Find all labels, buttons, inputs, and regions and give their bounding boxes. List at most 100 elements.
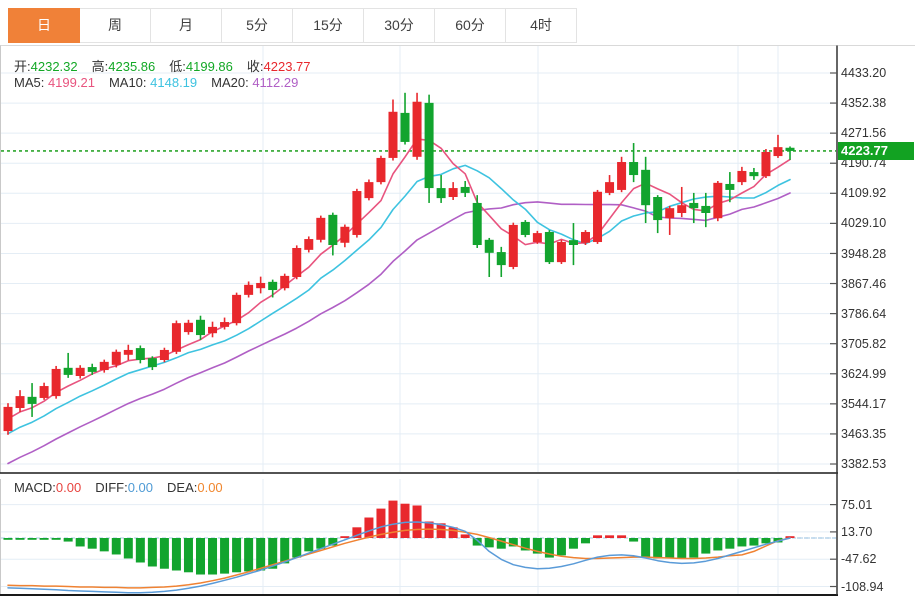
macd-hist-bar bbox=[641, 538, 651, 558]
price-axis-label: 4352.38 bbox=[841, 96, 887, 111]
macd-hist-bar bbox=[364, 517, 374, 538]
macd-hist-bar bbox=[388, 500, 398, 538]
tab-15min[interactable]: 15分 bbox=[293, 8, 364, 43]
candle-body bbox=[544, 231, 554, 263]
macd-hist-bar bbox=[629, 538, 639, 542]
candle-body bbox=[749, 172, 759, 177]
candle-body bbox=[376, 157, 386, 183]
tab-30min[interactable]: 30分 bbox=[364, 8, 435, 43]
candle-body bbox=[617, 162, 627, 190]
macd-hist-bar bbox=[593, 535, 603, 538]
macd-hist-bar bbox=[220, 538, 230, 574]
macd-hist-bar bbox=[520, 538, 530, 551]
candle-body bbox=[135, 348, 145, 361]
candle-body bbox=[520, 221, 530, 235]
macd-hist-bar bbox=[51, 538, 61, 540]
price-axis-label: 4029.10 bbox=[841, 216, 887, 231]
candle-body bbox=[364, 182, 374, 199]
info_bar-item: 高:4235.86 bbox=[92, 59, 156, 74]
candle-body bbox=[472, 202, 482, 246]
macd-hist-bar bbox=[316, 538, 326, 549]
tab-week[interactable]: 周 bbox=[80, 8, 151, 43]
macd_bar-item: DIFF:0.00 bbox=[95, 480, 153, 495]
candle-body bbox=[75, 367, 85, 377]
candle-body bbox=[508, 224, 518, 267]
macd-hist-bar bbox=[376, 508, 386, 538]
macd-hist-bar bbox=[484, 538, 494, 548]
price-axis-label: 3705.82 bbox=[841, 336, 887, 351]
macd-hist-bar bbox=[183, 538, 193, 573]
candle-body bbox=[568, 240, 578, 246]
candle-body bbox=[280, 275, 290, 289]
info_bar-item: 开:4232.32 bbox=[14, 59, 78, 74]
candle-body bbox=[388, 111, 398, 158]
ma5-line bbox=[7, 138, 791, 420]
macd-hist-bar bbox=[268, 538, 278, 569]
info_bar-value: 4199.86 bbox=[185, 59, 233, 74]
info_bar-label: 开: bbox=[14, 59, 31, 74]
price-axis-label: 3463.35 bbox=[841, 426, 887, 441]
macd_bar-label: MACD: bbox=[14, 480, 56, 495]
candle-body bbox=[713, 182, 723, 219]
candle-body bbox=[448, 188, 458, 197]
info_bar-label: 收: bbox=[246, 59, 264, 74]
macd-hist-bar bbox=[232, 538, 242, 573]
tab-5min[interactable]: 5分 bbox=[222, 8, 293, 43]
candle-body bbox=[304, 239, 314, 250]
ohlc-info-bar: 开:4232.32 高:4235.86 低:4199.86 收:4223.77 bbox=[14, 56, 325, 75]
info_bar-value: 4232.32 bbox=[30, 59, 78, 74]
candle-body bbox=[532, 233, 542, 243]
candle-body bbox=[159, 349, 169, 361]
macd-hist-bar bbox=[568, 538, 578, 549]
candle-body bbox=[677, 205, 687, 214]
macd-hist-bar bbox=[460, 534, 470, 538]
macd-hist-bar bbox=[111, 538, 121, 555]
tab-month[interactable]: 月 bbox=[151, 8, 222, 43]
candle-body bbox=[785, 147, 795, 151]
ma20-line bbox=[7, 192, 791, 465]
candle-body bbox=[147, 358, 157, 368]
macd-axis-label: -47.62 bbox=[841, 552, 877, 567]
macd-hist-bar bbox=[147, 538, 157, 567]
price-axis-label: 4433.20 bbox=[841, 66, 887, 80]
macd-hist-bar bbox=[87, 538, 97, 549]
candle-body bbox=[51, 368, 61, 397]
candle-body bbox=[63, 367, 73, 375]
macd-hist-bar bbox=[63, 538, 73, 542]
candle-body bbox=[593, 191, 603, 243]
candle-body bbox=[183, 322, 193, 333]
candle-body bbox=[256, 282, 266, 289]
macd-hist-bar bbox=[27, 538, 37, 540]
ma_bar-value: 4112.29 bbox=[248, 75, 299, 90]
candle-body bbox=[400, 112, 410, 142]
macd-hist-bar bbox=[15, 538, 25, 540]
price-axis-label: 3382.53 bbox=[841, 457, 887, 471]
tab-4hour[interactable]: 4时 bbox=[506, 8, 577, 43]
candle-body bbox=[761, 151, 771, 177]
macd-hist-bar bbox=[496, 538, 506, 549]
candle-body bbox=[87, 367, 97, 372]
macd-hist-bar bbox=[617, 535, 627, 538]
macd-hist-bar bbox=[280, 538, 290, 564]
candle-body bbox=[268, 281, 278, 291]
macd-hist-bar bbox=[472, 538, 482, 546]
price-axis-label: 3624.99 bbox=[841, 366, 887, 381]
tab-day[interactable]: 日 bbox=[8, 8, 80, 43]
candle-body bbox=[412, 101, 422, 157]
macd-hist-bar bbox=[785, 536, 795, 538]
macd_bar-item: MACD:0.00 bbox=[14, 480, 81, 495]
candle-body bbox=[605, 182, 615, 193]
candle-body bbox=[737, 170, 747, 183]
tab-60min[interactable]: 60分 bbox=[435, 8, 506, 43]
macd-hist-bar bbox=[123, 538, 133, 559]
candle-body bbox=[123, 349, 133, 355]
candle-body bbox=[15, 396, 25, 409]
macd-hist-bar bbox=[39, 538, 49, 540]
candle-body bbox=[99, 361, 109, 371]
candle-body bbox=[641, 169, 651, 206]
ma_bar-value: 4148.19 bbox=[146, 75, 198, 90]
diff-line bbox=[7, 521, 791, 594]
macd-hist-bar bbox=[701, 538, 711, 554]
